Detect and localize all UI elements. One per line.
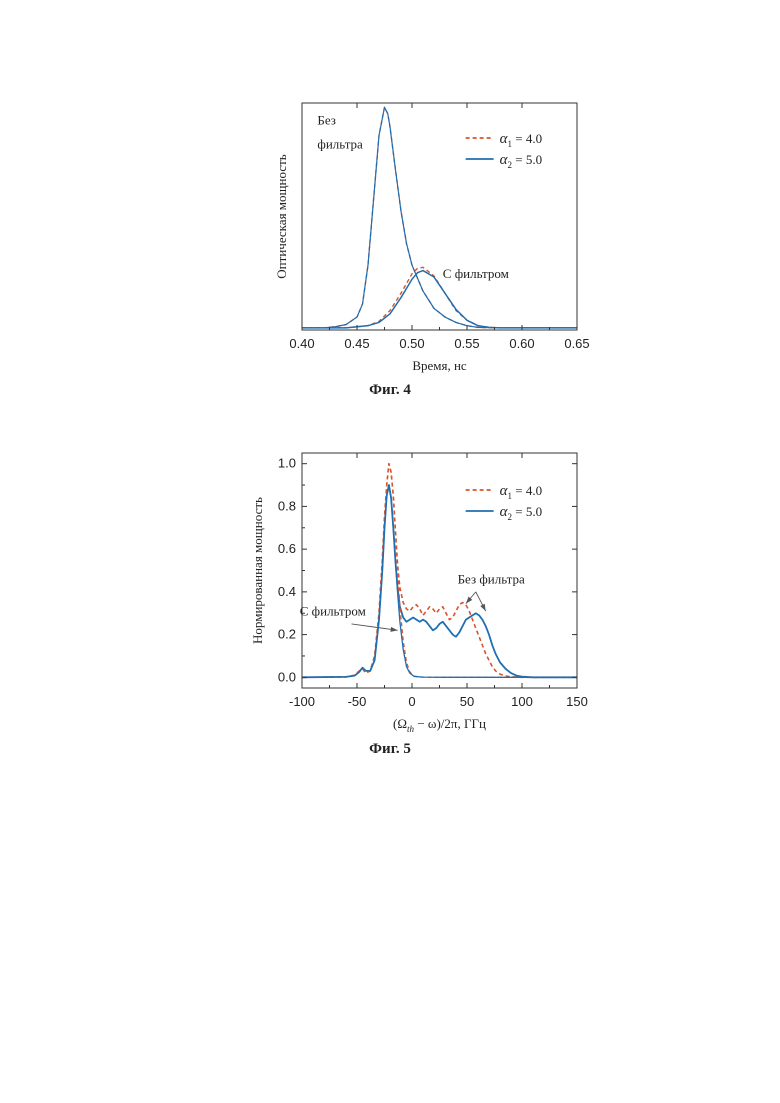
x-tick-label: 50 [460,694,474,709]
figure-4-caption: Фиг. 4 [0,382,780,399]
legend-value: = 4.0 [512,131,542,146]
x-tick-label: 0 [408,694,415,709]
x-tick-label: 0.65 [564,336,589,351]
figure-4-chart: 0.40 0.45 0.50 0.55 0.60 0.65 Время, нс Оптичес… [0,90,780,470]
x-tick-label: 100 [511,694,533,709]
x-axis-label-part: − ω)/2π, ГГц [414,716,486,731]
x-axis-label-part: (Ω [393,716,407,731]
y-axis-label: Нормированная мощность [250,497,265,644]
x-axis-label: Время, нс [412,358,467,373]
y-tick-label: 0.4 [278,584,296,599]
x-tick-label: -50 [348,694,367,709]
annotation-label: Без фильтра [458,571,525,586]
legend-label: α2 = 5.0 [500,152,542,170]
annotation-arrowhead [480,604,485,611]
annotation-arrowhead [390,627,397,632]
x-tick-label: 0.60 [509,336,534,351]
legend-label: α1 = 4.0 [500,483,542,501]
legend-value: = 5.0 [512,152,542,167]
x-tick-label: -100 [289,694,315,709]
legend-value: = 4.0 [512,483,542,498]
legend-value: = 5.0 [512,504,542,519]
y-tick-label: 0.6 [278,541,296,556]
y-tick-label: 0.2 [278,627,296,642]
annotation-label: фильтра [317,136,363,151]
y-tick-label: 1.0 [278,456,296,471]
legend-label: α2 = 5.0 [500,504,542,522]
x-tick-label: 0.50 [399,336,424,351]
legend-label: α1 = 4.0 [500,131,542,149]
x-tick-label: 0.55 [454,336,479,351]
series-line-3 [302,271,577,328]
y-tick-label: 0.0 [278,669,296,684]
annotation-label: Без [317,113,336,128]
annotation-label: С фильтром [300,603,366,618]
x-tick-label: 0.40 [289,336,314,351]
figure-5-chart: -100 -50 0 50 100 150 0.0 0.2 0.4 0.6 0.8 1.0 (Ωth −… [0,440,780,760]
x-axis-label: (Ωth − ω)/2π, ГГц [393,716,486,734]
annotation-label: С фильтром [443,266,509,281]
y-axis-label: Оптическая мощность [274,154,289,278]
figure-5-caption: Фиг. 5 [0,741,780,758]
x-tick-label: 150 [566,694,588,709]
series-line-2 [302,267,577,328]
x-tick-label: 0.45 [344,336,369,351]
y-tick-label: 0.8 [278,498,296,513]
